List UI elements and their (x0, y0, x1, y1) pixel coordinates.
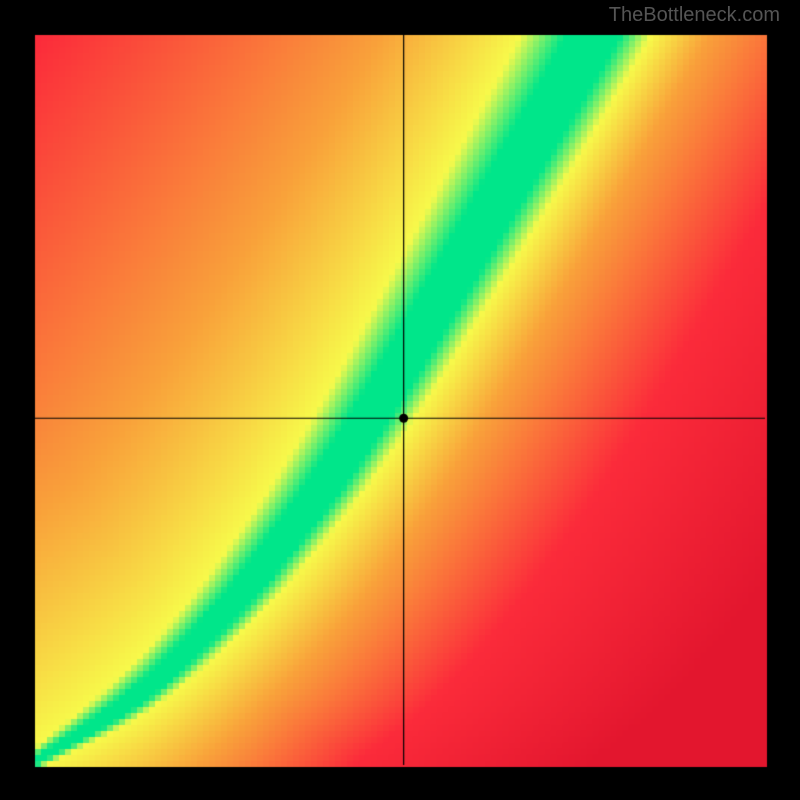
chart-container: TheBottleneck.com (0, 0, 800, 800)
heatmap-canvas-wrap (0, 0, 800, 800)
watermark-text: TheBottleneck.com (609, 4, 780, 27)
heatmap-canvas (0, 0, 800, 800)
